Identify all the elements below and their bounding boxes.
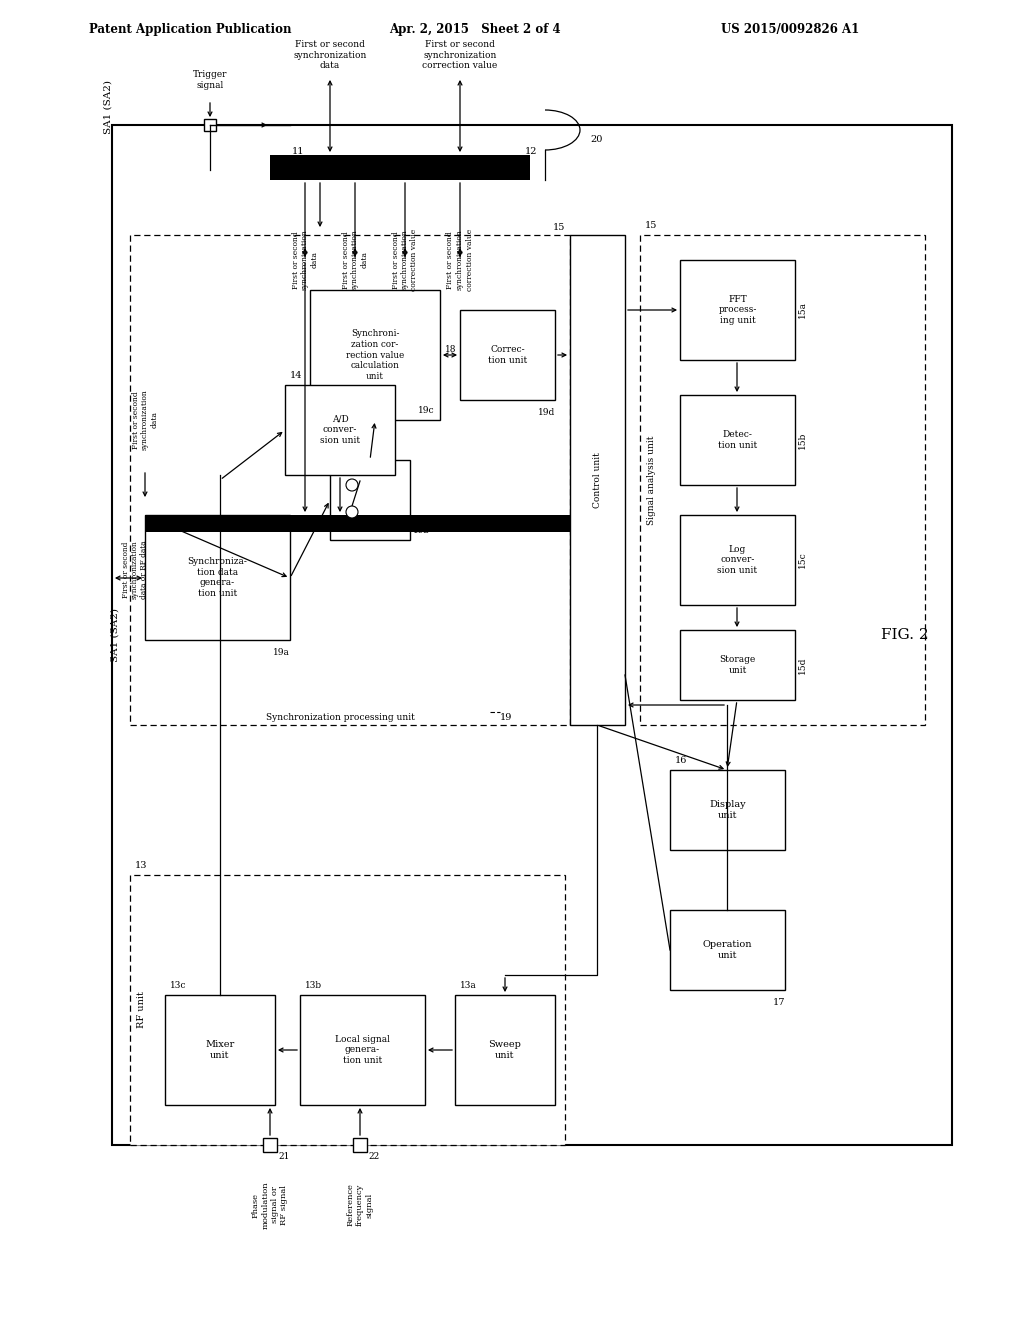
Text: Synchroni-
zation cor-
rection value
calculation
unit: Synchroni- zation cor- rection value cal…: [346, 329, 404, 381]
Text: Local signal
genera-
tion unit: Local signal genera- tion unit: [335, 1035, 390, 1065]
Text: 15a: 15a: [798, 301, 807, 318]
Bar: [285, 385, 395, 475]
Text: 17: 17: [772, 998, 785, 1007]
Bar: [270, 154, 530, 180]
Text: 19b: 19b: [413, 525, 430, 535]
Text: First or second
synchronization
data or RF data: First or second synchronization data or …: [122, 541, 148, 599]
Text: Synchronization processing unit: Synchronization processing unit: [265, 713, 415, 722]
Bar: [310, 290, 440, 420]
Text: US 2015/0092826 A1: US 2015/0092826 A1: [721, 24, 859, 37]
Text: SA1 (SA2): SA1 (SA2): [103, 81, 113, 135]
Text: First or second
synchronization
data: First or second synchronization data: [292, 230, 318, 290]
Bar: [680, 515, 795, 605]
Bar: [353, 1138, 367, 1152]
Bar: [330, 459, 410, 540]
Text: RF unit: RF unit: [137, 991, 146, 1028]
Text: 19: 19: [500, 713, 512, 722]
Text: Patent Application Publication: Patent Application Publication: [89, 24, 291, 37]
Bar: [130, 875, 565, 1144]
Bar: [145, 515, 570, 532]
Bar: [670, 909, 785, 990]
Text: First or second
synchronization
data: First or second synchronization data: [341, 230, 369, 290]
Bar: [680, 630, 795, 700]
Text: 13: 13: [135, 861, 147, 870]
Text: Phase
modulation
signal or
RF signal: Phase modulation signal or RF signal: [252, 1181, 288, 1229]
Text: 19d: 19d: [538, 408, 555, 417]
Text: Log
conver-
sion unit: Log conver- sion unit: [718, 545, 758, 576]
Bar: [130, 235, 570, 725]
Text: 15: 15: [553, 223, 565, 231]
Bar: [165, 995, 275, 1105]
Text: 12: 12: [525, 148, 538, 157]
Text: 15c: 15c: [798, 552, 807, 569]
Text: 18: 18: [445, 346, 457, 355]
Text: FFT
process-
ing unit: FFT process- ing unit: [718, 294, 757, 325]
Bar: [300, 995, 425, 1105]
Bar: [680, 395, 795, 484]
Text: A/D
conver-
sion unit: A/D conver- sion unit: [319, 414, 360, 445]
Bar: [263, 1138, 278, 1152]
Text: First or second
synchronization
correction value: First or second synchronization correcti…: [446, 228, 473, 292]
Text: SA1 (SA2): SA1 (SA2): [111, 609, 120, 663]
Text: Reference
frequency
signal: Reference frequency signal: [346, 1184, 374, 1226]
Text: 14: 14: [290, 371, 302, 380]
Text: 20: 20: [590, 136, 602, 144]
Text: 15b: 15b: [798, 432, 807, 449]
Bar: [460, 310, 555, 400]
Bar: [145, 515, 290, 640]
Bar: [270, 154, 530, 180]
Text: 13b: 13b: [305, 981, 323, 990]
Text: 16: 16: [675, 756, 687, 766]
Text: 21: 21: [278, 1152, 290, 1162]
Text: 22: 22: [368, 1152, 379, 1162]
Bar: [680, 260, 795, 360]
Text: 19c: 19c: [419, 407, 435, 414]
Bar: [670, 770, 785, 850]
Text: Correc-
tion unit: Correc- tion unit: [487, 345, 527, 364]
Text: Detec-
tion unit: Detec- tion unit: [718, 430, 757, 450]
Circle shape: [346, 479, 358, 491]
Text: Operation
unit: Operation unit: [702, 940, 753, 960]
Text: 13c: 13c: [170, 981, 186, 990]
Text: 11: 11: [292, 148, 304, 157]
Text: 13a: 13a: [460, 981, 477, 990]
Text: First or second
synchronization
correction value: First or second synchronization correcti…: [391, 228, 419, 292]
Text: First or second
synchronization
correction value: First or second synchronization correcti…: [422, 40, 498, 70]
Bar: [640, 235, 925, 725]
Bar: [570, 235, 625, 725]
Text: 15: 15: [645, 220, 657, 230]
Text: FIG. 2: FIG. 2: [882, 628, 929, 642]
Bar: [112, 125, 952, 1144]
Text: Mixer
unit: Mixer unit: [206, 1040, 234, 1060]
Bar: [204, 119, 216, 131]
Text: 19a: 19a: [273, 648, 290, 657]
Text: Storage
unit: Storage unit: [720, 655, 756, 675]
Text: Sweep
unit: Sweep unit: [488, 1040, 521, 1060]
Text: Synchroniza-
tion data
genera-
tion unit: Synchroniza- tion data genera- tion unit: [187, 557, 248, 598]
Bar: [455, 995, 555, 1105]
Text: First or second
synchronization
data: First or second synchronization data: [131, 389, 159, 450]
Text: First or second
synchronization
data: First or second synchronization data: [293, 40, 367, 70]
Text: Trigger
signal: Trigger signal: [193, 70, 227, 90]
Text: Display
unit: Display unit: [710, 800, 745, 820]
Text: Apr. 2, 2015   Sheet 2 of 4: Apr. 2, 2015 Sheet 2 of 4: [389, 24, 561, 37]
Text: Control unit: Control unit: [593, 451, 601, 508]
Text: Signal analysis unit: Signal analysis unit: [647, 436, 656, 525]
Circle shape: [346, 506, 358, 517]
Text: 15d: 15d: [798, 656, 807, 673]
